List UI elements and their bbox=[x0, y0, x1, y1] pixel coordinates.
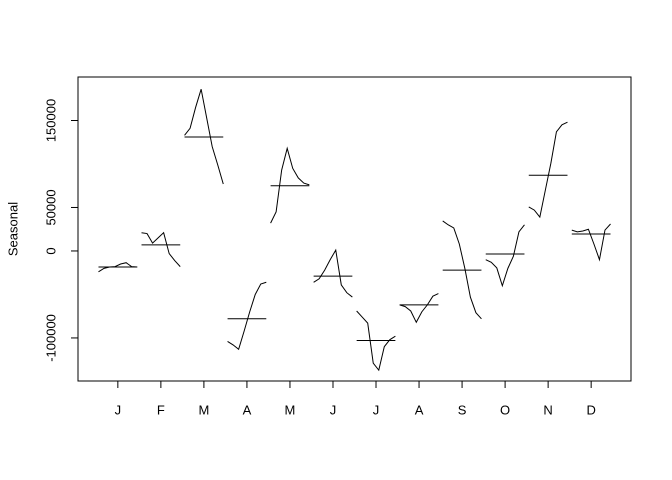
subseries-line bbox=[399, 293, 439, 324]
y-tick-label: 150000 bbox=[43, 99, 58, 142]
subseries-line bbox=[184, 89, 224, 185]
y-tick-label: 0 bbox=[43, 247, 58, 254]
x-tick-label: M bbox=[285, 402, 296, 417]
plot-frame bbox=[77, 76, 632, 382]
x-tick-label: S bbox=[458, 402, 467, 417]
subseries-line bbox=[571, 223, 611, 262]
x-tick-label: D bbox=[586, 402, 595, 417]
x-tick-label: N bbox=[543, 402, 552, 417]
subseries-line bbox=[442, 220, 482, 320]
subseries-line bbox=[141, 231, 181, 267]
subseries-line bbox=[528, 121, 568, 219]
x-tick-label: F bbox=[157, 402, 165, 417]
subseries-line bbox=[313, 248, 353, 298]
y-tick-label: -100000 bbox=[43, 314, 58, 362]
subseries-line bbox=[270, 146, 310, 224]
x-tick-label: A bbox=[243, 402, 252, 417]
subseries-line bbox=[98, 262, 138, 273]
x-tick-label: A bbox=[415, 402, 424, 417]
subseries-line bbox=[485, 224, 525, 288]
x-tick-label: O bbox=[500, 402, 510, 417]
y-tick-label: 50000 bbox=[43, 189, 58, 225]
x-tick-label: M bbox=[198, 402, 209, 417]
x-tick-label: J bbox=[373, 402, 380, 417]
y-axis-label: Seasonal bbox=[5, 202, 20, 256]
x-tick-label: J bbox=[330, 402, 337, 417]
subseries-line bbox=[227, 281, 267, 351]
x-tick-label: J bbox=[115, 402, 122, 417]
